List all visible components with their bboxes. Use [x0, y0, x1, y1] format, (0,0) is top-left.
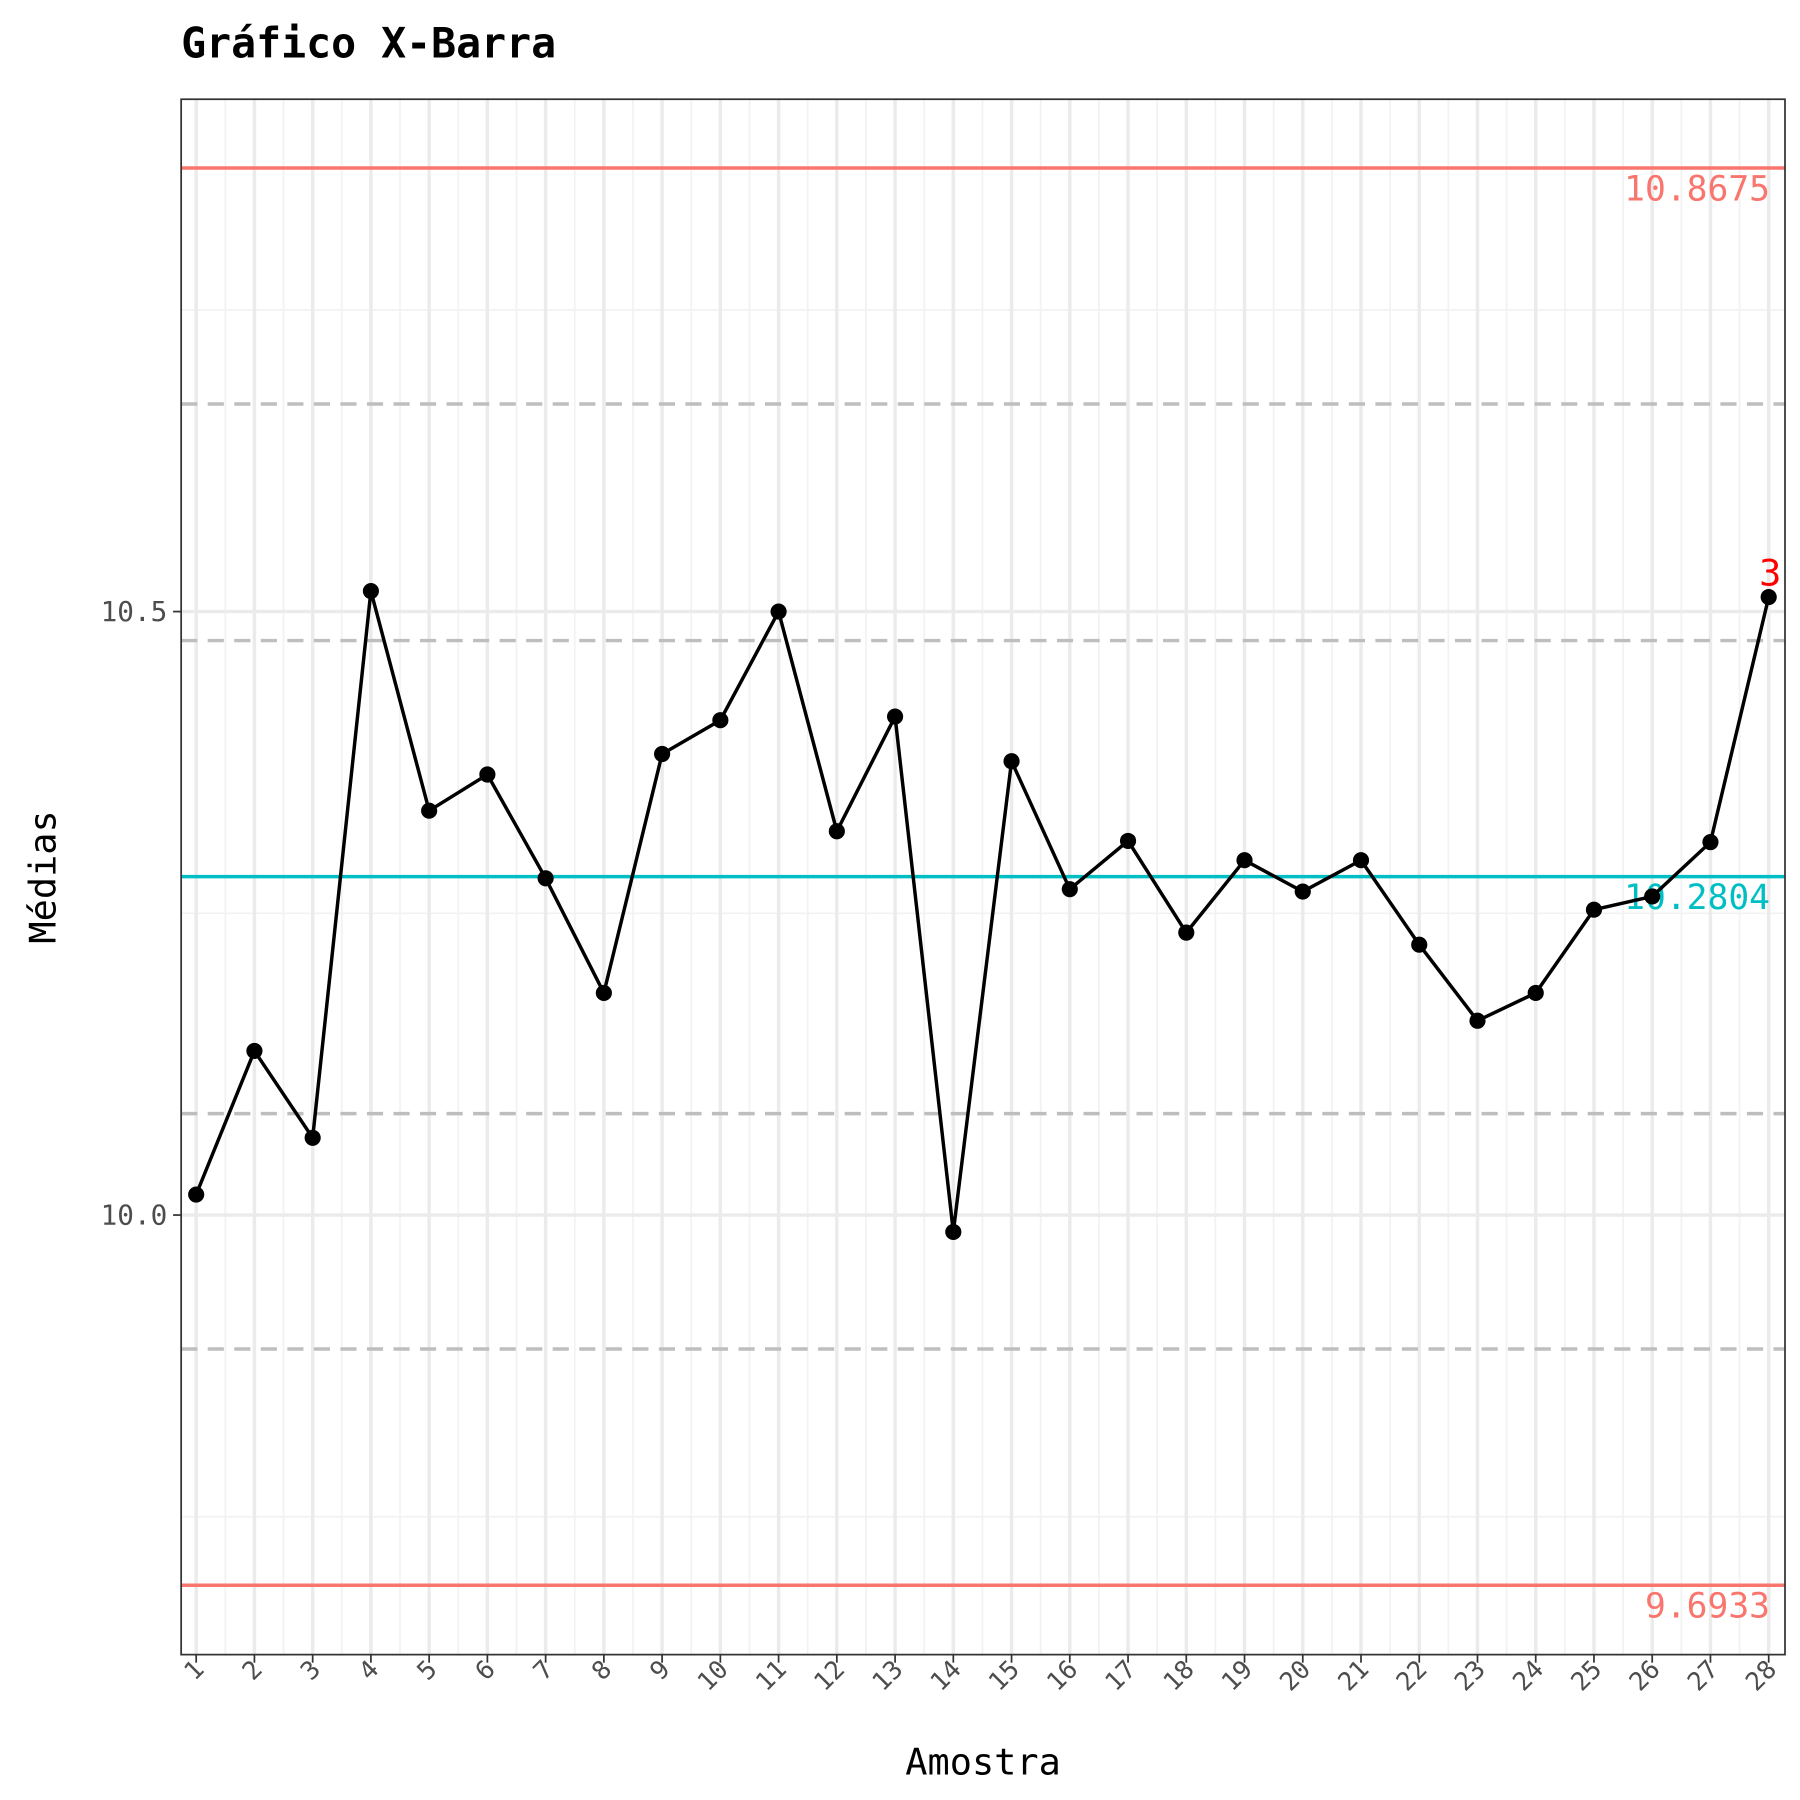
point: [1236, 852, 1253, 869]
chart-title: Gráfico X-Barra: [181, 19, 556, 68]
point: [1644, 888, 1661, 905]
y-tick-label: 10.5: [101, 595, 168, 628]
point: [1411, 936, 1428, 953]
point: [479, 766, 496, 783]
point: [188, 1186, 205, 1203]
point: [421, 802, 438, 819]
point: [1119, 832, 1137, 849]
point: [770, 603, 787, 620]
point: [1527, 984, 1544, 1002]
point: [1294, 883, 1311, 900]
control-limit-label: 9.6933: [1645, 1587, 1770, 1627]
y-tick-label: 10.0: [101, 1198, 168, 1231]
point: [246, 1042, 263, 1059]
point: [828, 823, 845, 840]
point: [1702, 834, 1719, 851]
point: [886, 708, 904, 725]
point: [654, 745, 671, 763]
point: [1061, 881, 1078, 898]
point: [595, 984, 612, 1002]
point: [1585, 901, 1603, 918]
rule-annotation: 3: [1759, 552, 1781, 595]
point: [1469, 1012, 1486, 1029]
x-axis-title: Amostra: [905, 1741, 1061, 1784]
point: [304, 1129, 321, 1146]
point: [1003, 753, 1020, 770]
point: [537, 870, 554, 887]
point: [1760, 589, 1777, 606]
series-line: [194, 590, 1771, 1233]
point: [1352, 852, 1370, 869]
y-axis-title: Médias: [21, 810, 64, 943]
point: [712, 712, 729, 729]
control-limit-label: 10.8675: [1624, 169, 1770, 209]
point: [1178, 924, 1195, 941]
point: [945, 1223, 962, 1241]
panel-border: [180, 98, 1786, 1656]
point: [362, 582, 379, 600]
